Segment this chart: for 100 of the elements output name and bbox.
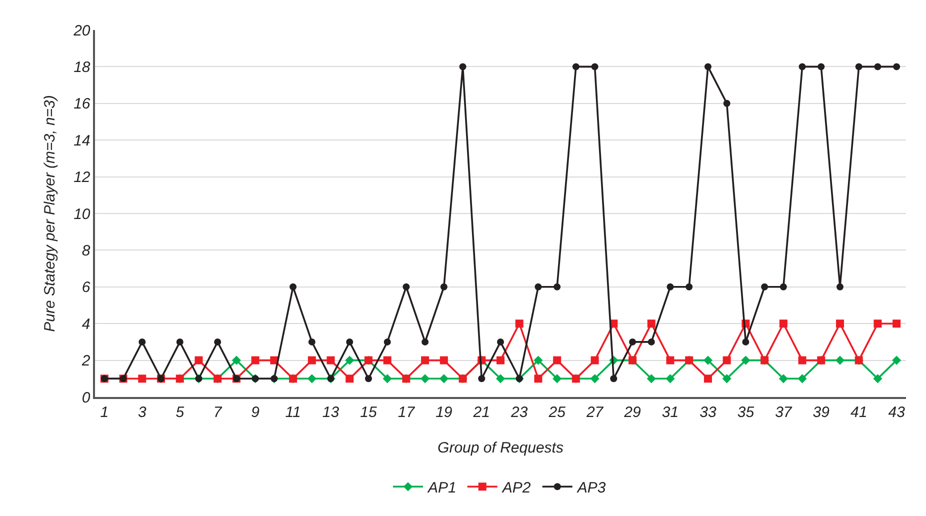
x-tick-label: 9 [251,404,260,421]
point [420,374,430,384]
y-tick-label: 10 [74,206,91,223]
y-tick-label: 6 [82,279,91,296]
point [290,283,297,290]
y-tick-label: 20 [72,22,91,40]
y-tick-label: 0 [82,389,91,406]
point [722,374,732,384]
point [515,320,524,328]
x-tick-label: 13 [322,404,340,421]
x-tick-label: 37 [775,404,792,421]
x-tick-label: 19 [436,404,453,421]
point [138,374,146,383]
point [496,356,504,364]
x-tick-label: 27 [585,404,604,421]
x-tick-label: 21 [472,404,490,421]
point [836,320,844,328]
point [553,356,562,364]
y-tick-label: 12 [74,169,91,186]
point [534,283,542,290]
point [722,356,731,364]
point [591,63,598,70]
legend-label: AP3 [576,480,606,496]
point [421,356,430,364]
point [383,356,392,364]
point [176,338,184,346]
x-tick-label: 25 [548,404,566,421]
point [440,356,448,364]
x-axis-title: Group of Requests [438,440,564,456]
point [874,320,882,328]
point [346,338,354,346]
x-tick-label: 35 [737,404,755,421]
point [345,356,354,365]
point [686,283,693,290]
point [572,63,580,70]
x-tick-label: 43 [888,404,906,421]
x-tick-label: 29 [623,404,642,421]
point [610,375,618,382]
x-tick-label: 3 [138,404,147,421]
point [893,63,900,70]
y-tick-label: 4 [82,316,90,333]
point [648,338,655,346]
point [384,338,391,346]
point [402,283,410,290]
point [703,356,713,365]
x-tick-label: 41 [850,404,868,421]
point [214,338,222,346]
x-tick-label: 17 [398,404,416,421]
y-tick-label: 16 [74,96,91,113]
point [459,63,466,70]
point [194,356,203,364]
y-tick-label: 18 [74,58,91,76]
point [779,320,788,328]
legend-label: AP2 [501,480,532,496]
x-tick-label: 15 [360,404,378,421]
x-tick-label: 23 [510,404,528,421]
point [346,374,354,383]
point [798,63,806,70]
x-tick-label: 7 [213,404,222,421]
point [647,320,656,328]
y-tick-label: 14 [74,132,90,150]
point [818,63,825,70]
point [873,374,882,384]
point [892,320,901,328]
x-tick-label: 5 [176,404,185,421]
point [666,374,675,384]
point [478,375,486,382]
point [534,356,543,365]
point [496,374,506,384]
legend-label: AP1 [427,480,456,496]
point [778,374,788,384]
point [646,374,656,384]
point [590,356,599,364]
y-tick-label: 2 [80,352,91,370]
point [723,100,730,107]
point [798,374,807,384]
point [836,283,844,290]
point [440,283,448,290]
point [704,63,712,70]
point [798,356,806,364]
point [835,356,845,365]
point [780,283,787,290]
point [382,374,392,384]
point [251,356,260,364]
point [497,338,504,346]
x-tick-label: 11 [285,404,301,421]
x-tick-label: 39 [812,404,830,421]
x-tick-label: 31 [662,404,679,421]
point [666,356,674,364]
point [874,63,882,70]
point [554,283,561,290]
point [741,356,750,365]
point [761,283,768,290]
y-tick-label: 8 [82,242,91,260]
point [742,338,750,346]
y-axis-title: Pure Stategy per Player (m=3, n=3) [42,95,58,332]
point [855,63,862,70]
point [308,338,316,346]
point [629,338,636,346]
point [439,374,448,384]
